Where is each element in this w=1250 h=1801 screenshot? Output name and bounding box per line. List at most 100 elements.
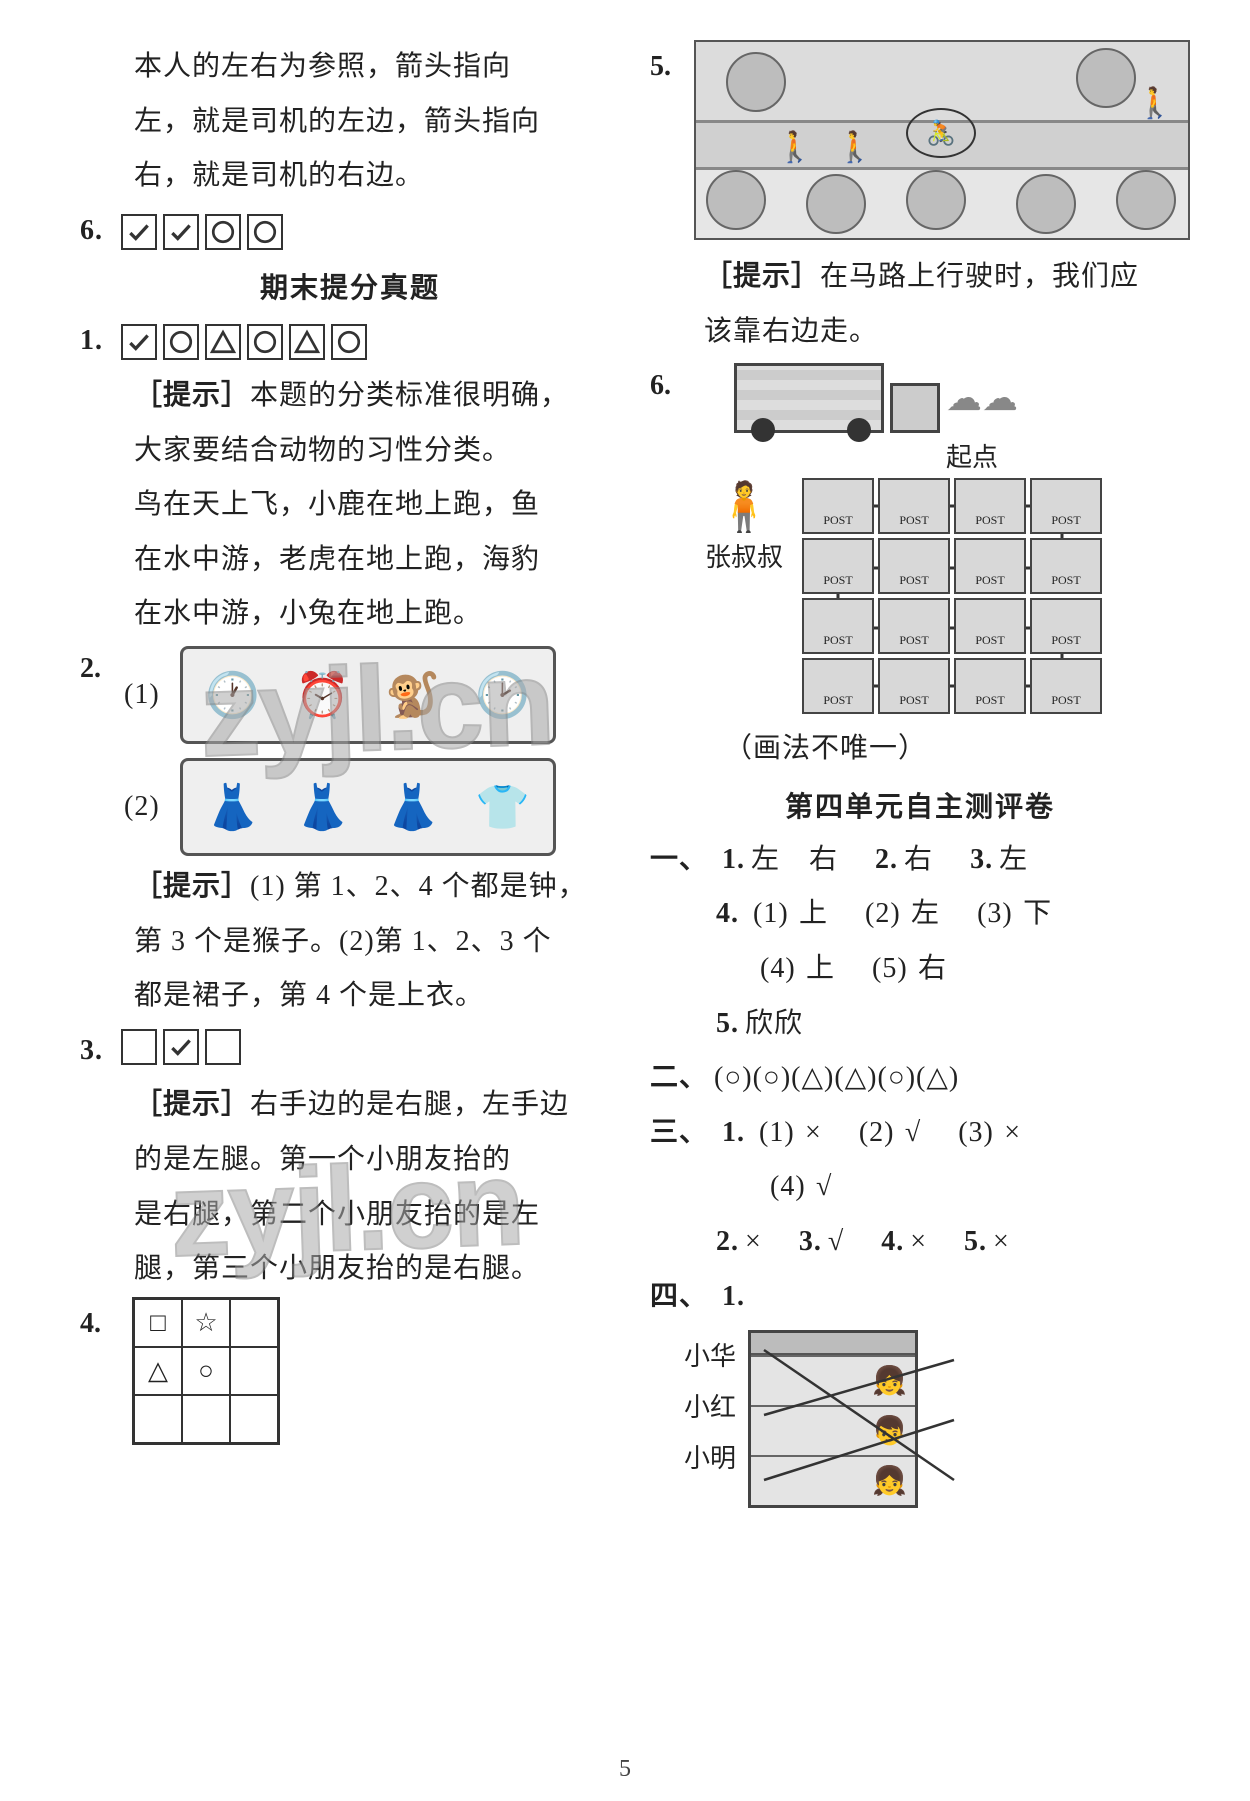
sub-key: (4)	[760, 942, 806, 997]
tree-icon	[1116, 170, 1176, 230]
item-number: 5.	[716, 1008, 739, 1039]
check-box	[121, 214, 157, 250]
note-text: （画法不唯一）	[724, 722, 1190, 777]
item-number: 5.	[964, 1226, 987, 1257]
sub-key: (1)	[759, 1106, 805, 1161]
truck-illustration: ☁☁	[734, 363, 1190, 433]
sub-key: (2)	[859, 1106, 905, 1161]
hint-line: 鸟在天上飞，小鹿在地上跑，鱼	[80, 478, 620, 533]
question-number: 5.	[650, 40, 694, 250]
q1: 1.	[80, 314, 620, 369]
tree-icon	[806, 174, 866, 234]
name-label: 小红	[684, 1387, 736, 1424]
answer-value: 上	[799, 898, 828, 929]
mailbox: POST	[878, 478, 950, 534]
triangle-box	[289, 324, 325, 360]
answer-value: ×	[805, 1117, 822, 1148]
dress-icon: 👗	[373, 767, 453, 847]
dress-icon: 👗	[283, 767, 363, 847]
mailbox: POST	[1030, 658, 1102, 714]
mailbox: POST	[1030, 538, 1102, 594]
postman-icon: 🧍	[714, 478, 774, 535]
section-heading: 期末提分真题	[80, 266, 620, 306]
q5-right: 5. 🚶 🚶 🚴 🚶	[650, 40, 1190, 250]
truck-cab	[890, 383, 940, 433]
shape-answer-row	[121, 324, 367, 360]
road-scene-illustration: 🚶 🚶 🚴 🚶	[694, 40, 1190, 240]
mailbox: POST	[802, 598, 874, 654]
section-3-row2: 2.× 3.√ 4.× 5.×	[650, 1215, 1190, 1270]
page-content: 本人的左右为参照，箭头指向 左，就是司机的左边，箭头指向 右，就是司机的右边。 …	[80, 40, 1190, 1508]
hint-line: 该靠右边走。	[650, 305, 1190, 360]
name-label: 小明	[684, 1438, 736, 1475]
answer-value: ×	[1004, 1117, 1021, 1148]
postman-illustration: 🧍 张叔叔	[694, 478, 794, 574]
hint-line: 是右腿，第二个小朋友抬的是左	[80, 1188, 620, 1243]
tree-icon	[1076, 48, 1136, 108]
mailbox: POST	[802, 478, 874, 534]
circled-cyclist-icon: 🚴	[906, 108, 976, 158]
pedestrian-icon: 🚶	[836, 130, 873, 165]
roof	[751, 1333, 915, 1355]
sub-label: (2)	[124, 780, 160, 835]
hint-line: 第 3 个是猴子。(2)第 1、2、3 个	[80, 915, 620, 970]
mailbox: POST	[1030, 598, 1102, 654]
name-label: 小华	[684, 1336, 736, 1373]
clock-icon: ⏰	[283, 655, 363, 735]
shirt-icon: 👕	[463, 767, 543, 847]
hint-label: ［提示］	[134, 871, 250, 902]
postman-label: 张叔叔	[705, 537, 783, 574]
grid-cell	[182, 1395, 230, 1443]
sub-key: (5)	[872, 942, 918, 997]
floor: 👦	[751, 1405, 915, 1455]
answer-value: 上	[806, 953, 835, 984]
mailbox: POST	[954, 538, 1026, 594]
answer-value: √	[816, 1171, 832, 1202]
sub-key: (4)	[770, 1160, 816, 1215]
page-number: 5	[0, 1756, 1250, 1783]
mailbox: POST	[802, 658, 874, 714]
mailbox-area: 🧍 张叔叔 POS	[694, 478, 1190, 714]
monkey-icon: 🐒	[373, 655, 453, 735]
symbol-answers: (○)(○)(△)(△)(○)(△)	[714, 1062, 959, 1093]
grid-cell: □	[134, 1299, 182, 1347]
sub-key: (1)	[753, 887, 799, 942]
answer-value: √	[828, 1226, 844, 1257]
section-1: 一、 1.左 右 2.右 3.左 4. (1)上 (2)左 (3)下 (4)上 …	[650, 833, 1190, 1051]
grid-cell	[134, 1395, 182, 1443]
answer-value: √	[905, 1117, 921, 1148]
answer-value: 右	[918, 953, 947, 984]
tree-icon	[706, 170, 766, 230]
tree-icon	[726, 52, 786, 112]
hint-line: ［提示］本题的分类标准很明确，	[80, 369, 620, 424]
question-number: 4.	[80, 1297, 124, 1445]
mailbox: POST	[1030, 478, 1102, 534]
clock-icon: 🕐	[193, 655, 273, 735]
hint-label: ［提示］	[704, 261, 820, 292]
answer-value: 左	[999, 844, 1028, 875]
tree-icon	[1016, 174, 1076, 234]
clock-icon: 🕑	[463, 655, 543, 735]
answer-value: ×	[745, 1226, 762, 1257]
hint-label: ［提示］	[134, 380, 250, 411]
wheel-icon	[751, 418, 775, 442]
sub-key: (2)	[865, 887, 911, 942]
section-label: 三、	[650, 1117, 708, 1148]
q2: 2. (1) 🕐 ⏰ 🐒 🕑 (2) 👗 👗 �	[80, 642, 620, 860]
q6-right: 6. ☁☁ 起点 🧍 张叔叔	[650, 359, 1190, 777]
question-number: 3.	[80, 1035, 103, 1066]
dress-icon: 👗	[193, 767, 273, 847]
image-option-row: 🕐 ⏰ 🐒 🕑	[180, 646, 556, 744]
hint-line: 大家要结合动物的习性分类。	[80, 424, 620, 479]
section-label: 一、	[650, 844, 708, 875]
grid-cell: ○	[182, 1347, 230, 1395]
grid-cell	[230, 1299, 278, 1347]
circle-box	[247, 214, 283, 250]
circle-box	[205, 214, 241, 250]
grid-cell: ☆	[182, 1299, 230, 1347]
mailbox: POST	[878, 538, 950, 594]
answer-value: 欣欣	[745, 1008, 803, 1039]
sub-key: (3)	[977, 887, 1023, 942]
item-number: 1.	[722, 1281, 745, 1312]
section-heading: 第四单元自主测评卷	[650, 785, 1190, 825]
